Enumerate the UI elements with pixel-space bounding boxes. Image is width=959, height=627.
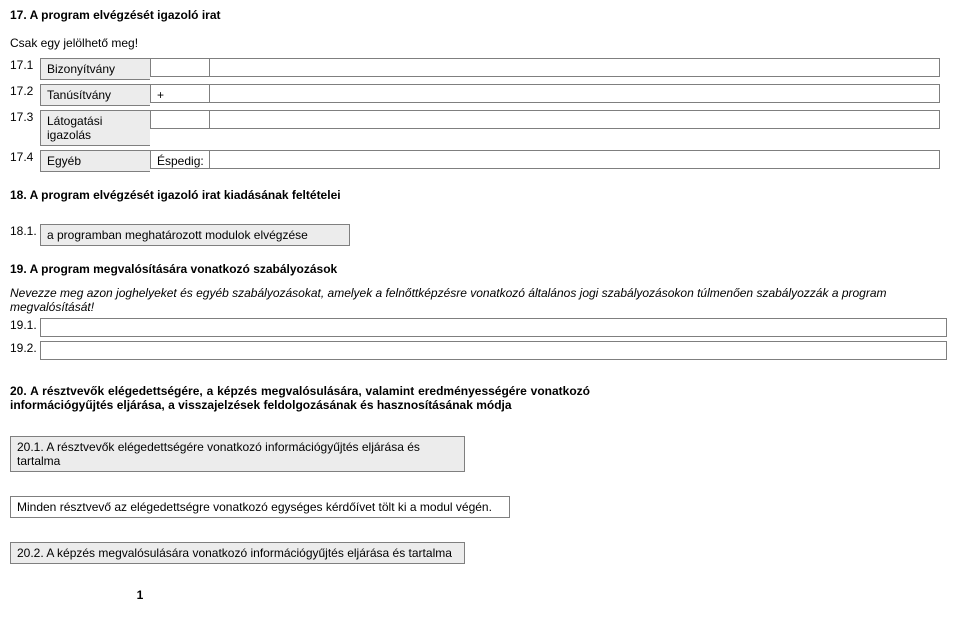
- option-label: Tanúsítvány: [40, 84, 150, 106]
- body-20-1: Minden résztvevő az elégedettségre vonat…: [10, 496, 510, 518]
- option-value[interactable]: +: [150, 84, 210, 103]
- section-20-title: 20. A résztvevők elégedettségére, a képz…: [10, 384, 590, 412]
- option-label: Bizonyítvány: [40, 58, 150, 80]
- block-20-1: 20.1. A résztvevők elégedettségére vonat…: [10, 436, 949, 472]
- sub-20-1: 20.1. A résztvevők elégedettségére vonat…: [10, 436, 465, 472]
- option-row-egyeb: 17.4 Egyéb Éspedig:: [10, 150, 940, 172]
- section-19-instruction: Nevezze meg azon joghelyeket és egyéb sz…: [10, 286, 940, 314]
- section-17-instruction: Csak egy jelölhető meg!: [10, 36, 949, 50]
- row-text: a programban meghatározott modulok elvég…: [40, 224, 350, 246]
- option-num: 17.1: [10, 58, 40, 80]
- option-label: Látogatási igazolás: [40, 110, 150, 146]
- option-row: 17.1 Bizonyítvány: [10, 58, 940, 80]
- section-19-title: 19. A program megvalósítására vonatkozó …: [10, 262, 949, 276]
- block-20-body: Minden résztvevő az elégedettségre vonat…: [10, 496, 949, 518]
- row-num: 18.1.: [10, 224, 40, 246]
- row-19-1: 19.1.: [10, 318, 947, 337]
- row-input[interactable]: [40, 318, 947, 337]
- option-value[interactable]: [150, 58, 210, 77]
- section-18-title: 18. A program elvégzését igazoló irat ki…: [10, 188, 949, 202]
- option-espedig: Éspedig:: [150, 150, 210, 169]
- option-label: Egyéb: [40, 150, 150, 172]
- block-18-1: 18.1. a programban meghatározott modulok…: [10, 224, 350, 246]
- option-num: 17.4: [10, 150, 40, 172]
- row-19-2: 19.2.: [10, 341, 947, 360]
- option-row: 17.3 Látogatási igazolás: [10, 110, 940, 146]
- option-extra: [210, 84, 940, 103]
- option-row: 17.2 Tanúsítvány +: [10, 84, 940, 106]
- row-input[interactable]: [40, 341, 947, 360]
- block-20-2: 20.2. A képzés megvalósulására vonatkozó…: [10, 542, 949, 564]
- page-number: 1: [10, 588, 270, 602]
- option-egyeb-input[interactable]: [210, 150, 940, 169]
- option-value[interactable]: [150, 110, 210, 129]
- row-num: 19.1.: [10, 318, 40, 337]
- section-17-title: 17. A program elvégzését igazoló irat: [10, 8, 949, 22]
- option-num: 17.2: [10, 84, 40, 106]
- row-num: 19.2.: [10, 341, 40, 360]
- options-table: 17.1 Bizonyítvány 17.2 Tanúsítvány + 17.…: [10, 58, 940, 172]
- option-extra: [210, 58, 940, 77]
- option-num: 17.3: [10, 110, 40, 146]
- option-extra: [210, 110, 940, 129]
- sub-20-2: 20.2. A képzés megvalósulására vonatkozó…: [10, 542, 465, 564]
